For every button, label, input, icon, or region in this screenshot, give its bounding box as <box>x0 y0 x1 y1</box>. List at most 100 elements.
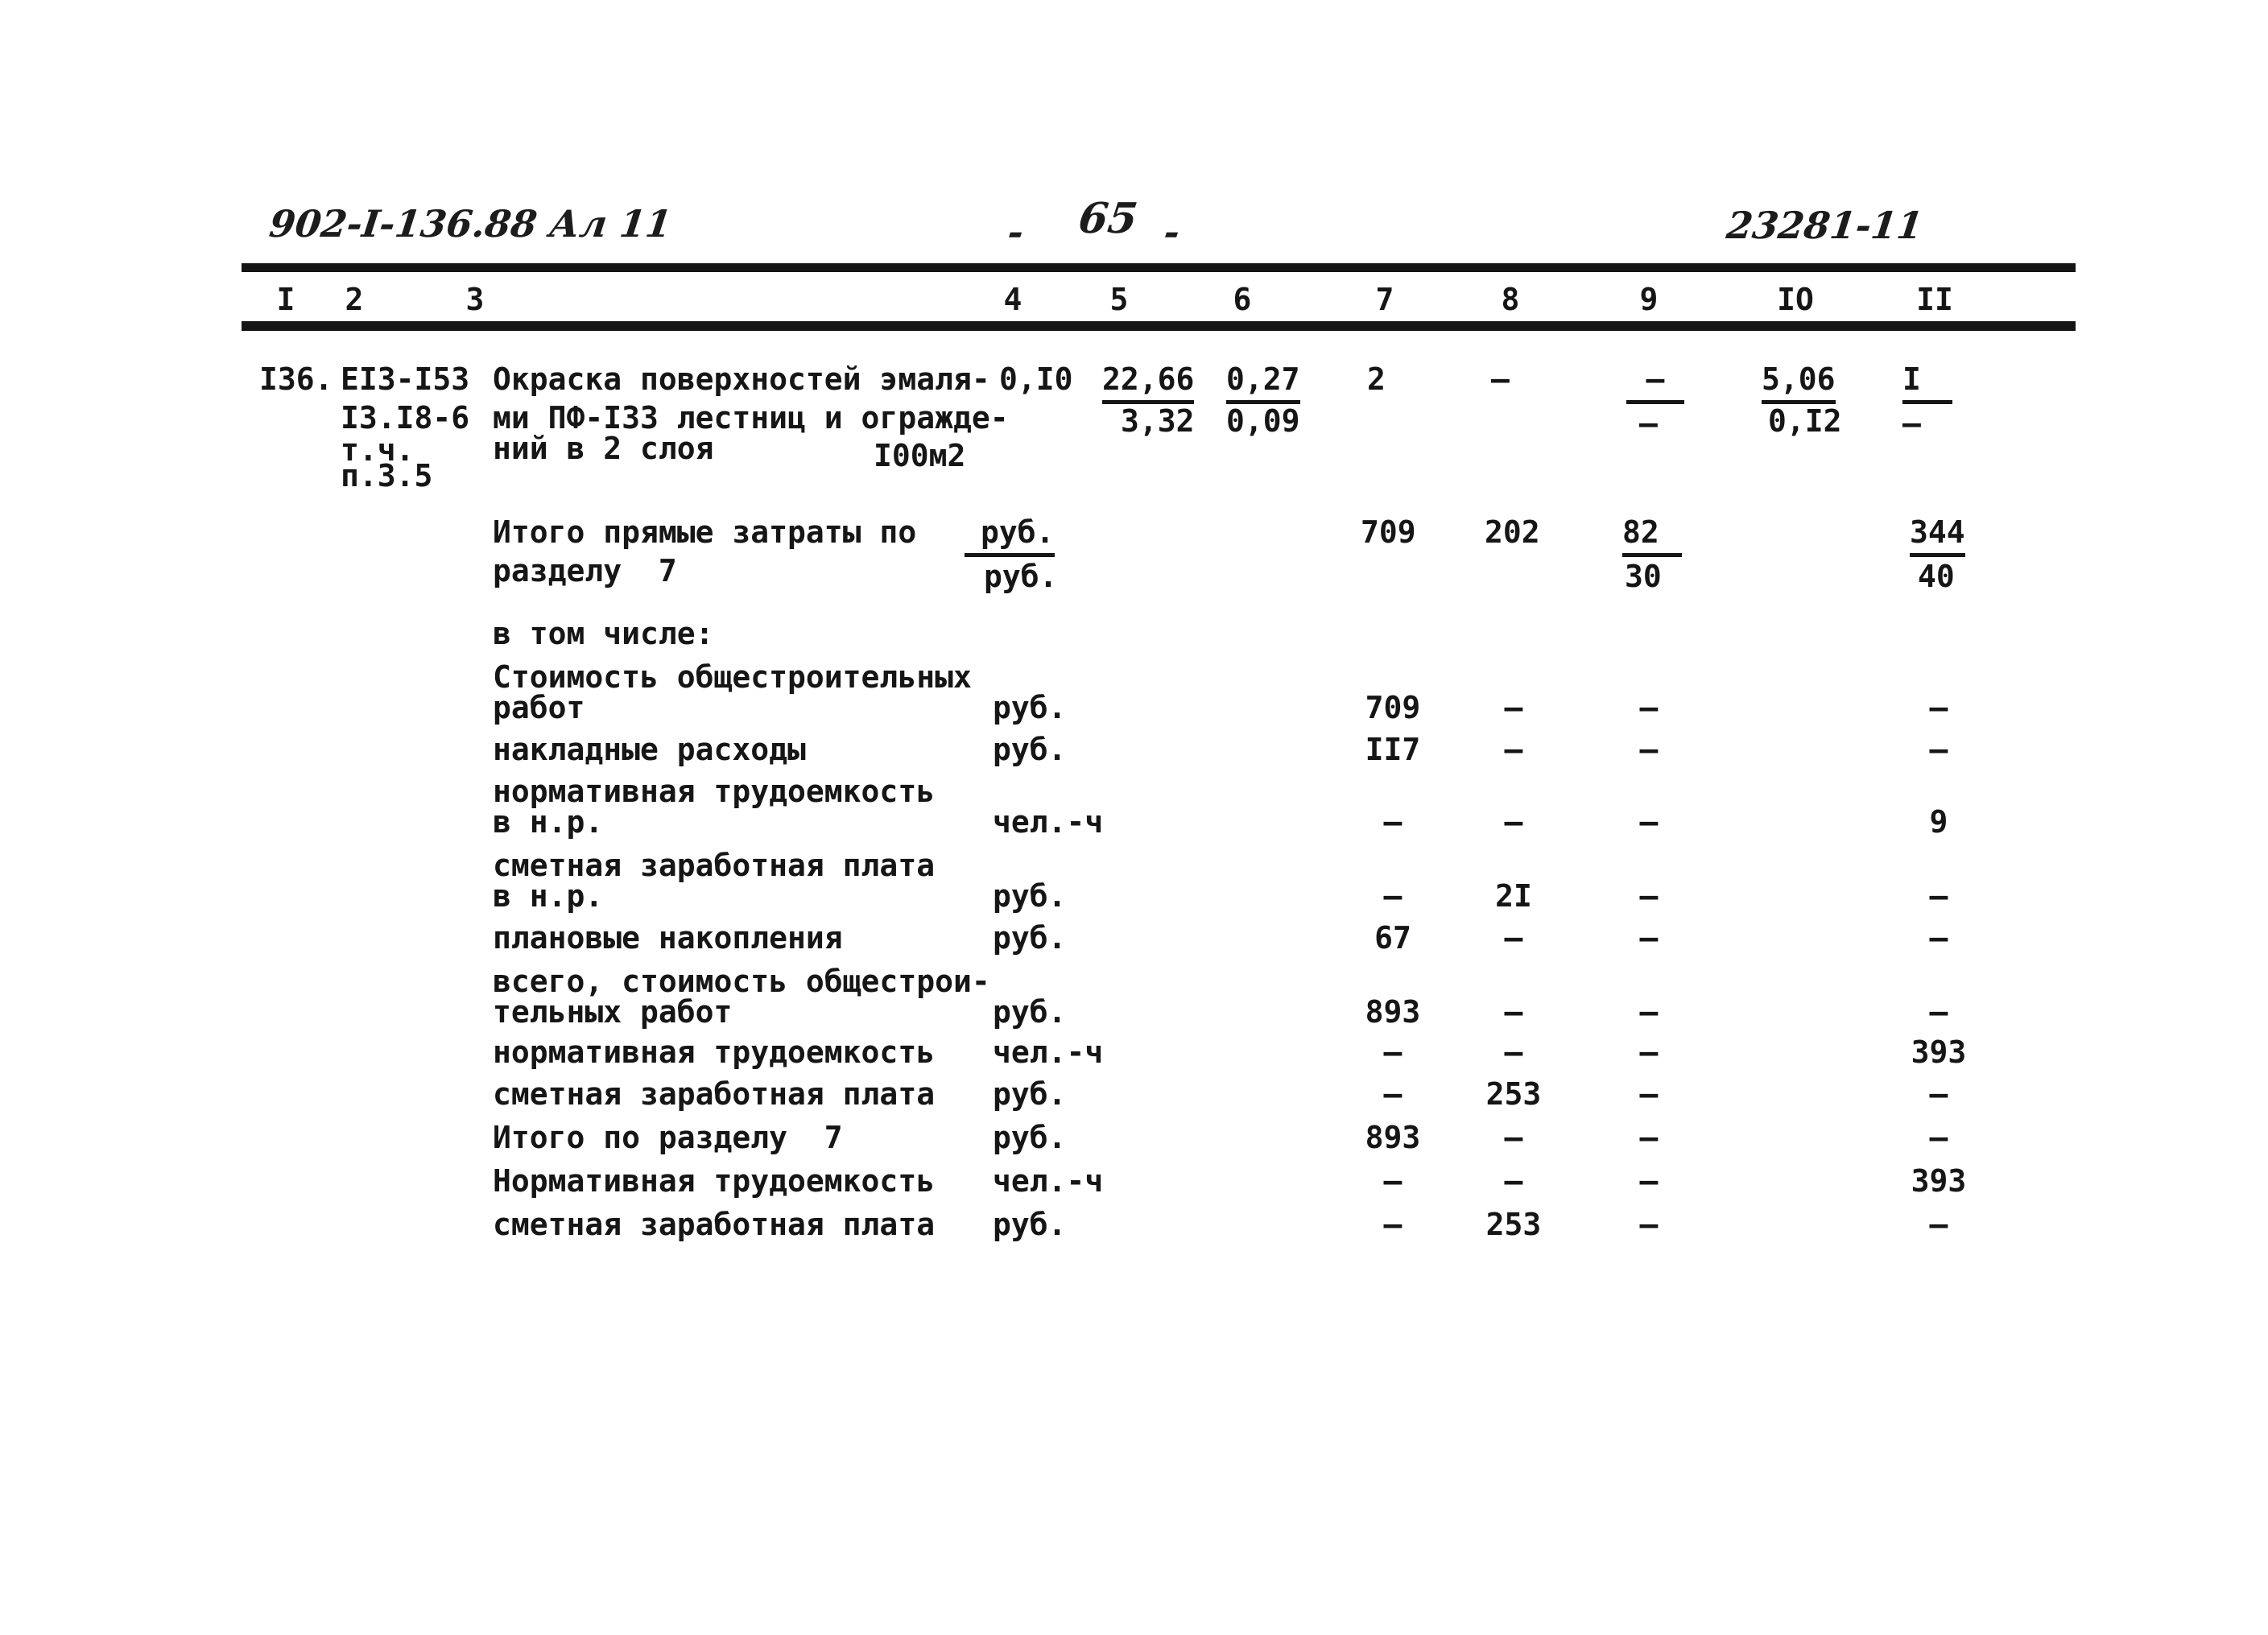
row-c8: – <box>1504 690 1523 725</box>
item-c9-top: – <box>1626 362 1684 404</box>
totals-c11-top: 344 <box>1910 515 1965 557</box>
page-number-dash-right: - <box>1161 210 1183 254</box>
row-c9: – <box>1639 994 1659 1030</box>
item-c7: 2 <box>1367 361 1386 397</box>
row-c11: – <box>1929 878 1948 914</box>
row-c9: – <box>1639 1076 1659 1112</box>
row-label-line-2: в н.р. <box>493 804 604 840</box>
row-c11: – <box>1929 732 1948 767</box>
totals-c9-bottom: 30 <box>1625 559 1662 594</box>
row-label-line-1: нормативная трудоемкость <box>493 774 936 809</box>
item-unit: I00м2 <box>874 438 966 473</box>
row-c7: II7 <box>1365 732 1421 767</box>
col-header-5: 5 <box>1109 282 1129 317</box>
row-label-line-2: тельных работ <box>493 994 733 1030</box>
item-c6-top: 0,27 <box>1226 362 1300 404</box>
totals-c7: 709 <box>1361 514 1416 550</box>
row-c11: – <box>1929 690 1948 725</box>
row-c11: – <box>1929 1120 1948 1155</box>
row-label-line-1: Итого по разделу 7 <box>493 1120 843 1155</box>
item-c4-quantity: 0,I0 <box>999 361 1073 397</box>
row-c11: 9 <box>1929 804 1948 840</box>
row-label-line-1: Нормативная трудоемкость <box>493 1163 936 1199</box>
row-unit: руб. <box>993 1120 1067 1155</box>
totals-c9-top: 82 <box>1622 515 1682 557</box>
totals-unit-bottom: руб. <box>984 559 1058 594</box>
item-c11-bottom: – <box>1902 406 1921 441</box>
row-label-line-1: нормативная трудоемкость <box>493 1034 936 1070</box>
row-unit: руб. <box>993 1076 1067 1112</box>
row-c9: – <box>1639 1163 1659 1199</box>
row-label-line-1: сметная заработная плата <box>493 848 936 883</box>
item-code-line-4: п.3.5 <box>341 458 433 493</box>
row-c8: – <box>1504 1163 1523 1199</box>
row-unit: руб. <box>993 732 1067 767</box>
row-c8: 2I <box>1495 878 1532 914</box>
row-c8: – <box>1504 994 1523 1030</box>
row-c9: – <box>1639 690 1659 725</box>
item-desc-line-1: Окраска поверхностей эмаля- <box>493 361 990 397</box>
item-c6-bottom: 0,09 <box>1226 403 1300 439</box>
row-unit: руб. <box>993 920 1067 956</box>
row-c8: 253 <box>1485 1076 1542 1112</box>
row-label-line-1: Стоимость общестроительных <box>493 659 972 695</box>
stamp-number-handwritten: 23281-11 <box>1724 204 1926 247</box>
row-c9: – <box>1639 878 1659 914</box>
col-header-2: 2 <box>345 282 364 317</box>
row-c9: – <box>1639 732 1659 767</box>
top-rule <box>242 263 2076 272</box>
item-number: I36. <box>259 361 333 397</box>
item-code-line-1: ЕI3-I53 <box>341 361 470 397</box>
item-c5-top: 22,66 <box>1102 362 1195 404</box>
row-c7: 709 <box>1365 690 1421 725</box>
item-c5-bottom: 3,32 <box>1121 403 1195 439</box>
totals-c8: 202 <box>1485 514 1540 550</box>
row-c7: – <box>1383 1207 1403 1242</box>
row-c9: – <box>1639 1034 1659 1070</box>
item-c9-bottom: – <box>1639 406 1658 441</box>
item-code-line-3: т.ч. <box>341 432 415 468</box>
row-label-line-2: работ <box>493 690 585 725</box>
row-c11: – <box>1929 920 1948 956</box>
col-header-10: IO <box>1777 282 1814 317</box>
row-c9: – <box>1639 1207 1659 1242</box>
totals-label-line-2: разделу 7 <box>493 553 677 588</box>
totals-label-line-1: Итого прямые затраты по <box>493 514 917 550</box>
row-label-line-1: сметная заработная плата <box>493 1076 936 1112</box>
row-c11: 393 <box>1911 1034 1967 1070</box>
row-unit: чел.-ч <box>993 1163 1104 1199</box>
item-code-line-2: I3.I8-6 <box>341 400 470 436</box>
row-c11: – <box>1929 1207 1948 1242</box>
row-c7: 67 <box>1374 920 1411 956</box>
col-header-11: II <box>1916 282 1953 317</box>
page-number: 65 <box>1076 194 1141 243</box>
row-unit: чел.-ч <box>993 1034 1104 1070</box>
row-c7: – <box>1383 878 1403 914</box>
col-header-1: I <box>276 282 295 317</box>
page-number-dash-left: - <box>1005 210 1027 254</box>
row-label-line-1: всего, стоимость общестрои- <box>493 964 990 999</box>
row-c7: – <box>1383 1076 1403 1112</box>
row-c7: – <box>1383 1163 1403 1199</box>
row-c7: – <box>1383 1034 1403 1070</box>
col-header-7: 7 <box>1375 282 1394 317</box>
row-c7: 893 <box>1365 1120 1421 1155</box>
row-c8: – <box>1504 1034 1523 1070</box>
row-c11: – <box>1929 994 1948 1030</box>
item-c10-top: 5,06 <box>1762 362 1836 404</box>
row-c11: – <box>1929 1076 1948 1112</box>
totals-c11-bottom: 40 <box>1918 559 1955 594</box>
row-c9: – <box>1639 920 1659 956</box>
doc-code-handwritten: 902-I-136.88 Ал 11 <box>266 202 675 246</box>
row-c9: – <box>1639 1120 1659 1155</box>
row-unit: чел.-ч <box>993 804 1104 840</box>
row-c7: – <box>1383 804 1403 840</box>
row-unit: руб. <box>993 878 1067 914</box>
row-label-line-2: в н.р. <box>493 878 604 914</box>
item-c10-bottom: 0,I2 <box>1768 403 1842 439</box>
row-c7: 893 <box>1365 994 1421 1030</box>
header-rule <box>242 321 2076 331</box>
item-desc-line-3: ний в 2 слоя <box>493 431 714 466</box>
col-header-3: 3 <box>465 282 485 317</box>
